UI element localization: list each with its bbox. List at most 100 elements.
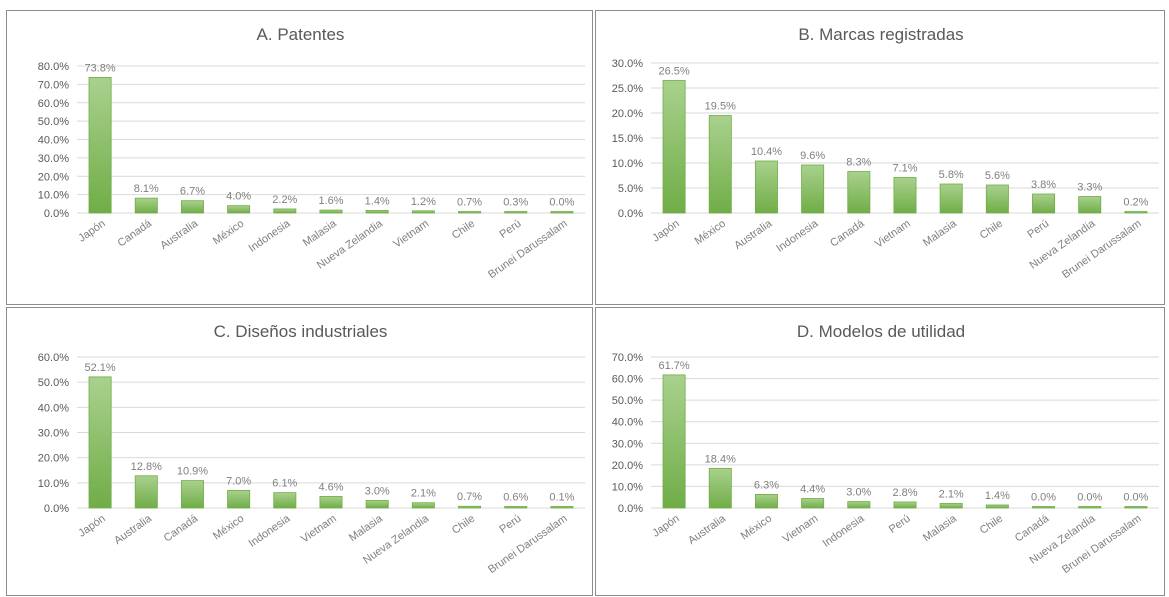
y-tick-label: 80.0% <box>38 61 69 73</box>
bar <box>227 489 251 509</box>
category-label: México <box>211 513 246 543</box>
category-label: Chile <box>978 513 1005 537</box>
bar <box>504 211 528 214</box>
chart-svg-patentes: A. Patentes 0.0% 10.0% 20.0% 30.0% 40.0% 50.0… <box>38 25 585 281</box>
category-label: Indonesia <box>774 217 821 255</box>
data-label: 6.1% <box>272 478 297 490</box>
bar <box>708 467 732 509</box>
bar <box>180 480 204 509</box>
category-label: México <box>739 513 774 543</box>
category-label: Malasia <box>347 512 386 544</box>
data-label: 0.7% <box>457 491 482 503</box>
y-tick-label: 20.0% <box>38 453 69 465</box>
y-tick-label: 10.0% <box>612 481 643 493</box>
category-label: Chile <box>978 218 1005 242</box>
bar <box>134 197 158 214</box>
data-label: 12.8% <box>131 461 162 473</box>
y-tick-label: 30.0% <box>38 153 69 165</box>
y-tick-label: 70.0% <box>612 352 643 364</box>
category-label: Chile <box>450 218 477 242</box>
data-label: 7.1% <box>892 163 917 175</box>
bar <box>1078 506 1102 509</box>
y-tick-label: 25.0% <box>612 83 643 95</box>
category-label: Vietnam <box>781 513 821 546</box>
category-label: Brunei Darussalam <box>486 513 570 576</box>
y-tick-label: 0.0% <box>44 208 69 220</box>
bar <box>847 171 871 214</box>
y-tick-label: 60.0% <box>38 352 69 364</box>
data-label: 3.8% <box>1031 179 1056 191</box>
chart-title: B. Marcas registradas <box>798 25 963 44</box>
chart-svg-disenos: C. Diseños industriales 0.0% 10.0% 20.0% 30… <box>38 322 585 576</box>
data-label: 6.7% <box>180 186 205 198</box>
category-label: Canadá <box>1013 512 1052 544</box>
category-label: Vietnam <box>873 218 913 251</box>
category-label: Vietnam <box>391 218 431 251</box>
bar <box>411 502 435 509</box>
data-label: 3.0% <box>365 485 390 497</box>
category-label: Indonesia <box>247 217 294 255</box>
data-label: 10.4% <box>751 146 782 158</box>
data-label: 0.0% <box>1123 492 1148 504</box>
category-label: Japón <box>76 513 107 540</box>
y-tick-label: 30.0% <box>612 438 643 450</box>
bar <box>411 210 435 214</box>
data-label: 0.0% <box>1031 492 1056 504</box>
y-tick-label: 30.0% <box>38 428 69 440</box>
data-label: 18.4% <box>705 453 736 465</box>
y-tick-label: 50.0% <box>38 377 69 389</box>
category-label: Malasia <box>301 217 340 249</box>
bar <box>985 184 1009 214</box>
data-label: 4.0% <box>226 191 251 203</box>
y-tick-label: 5.0% <box>618 183 643 195</box>
bar <box>893 501 917 509</box>
chart-panel-modelos: D. Modelos de utilidad 0.0% 10.0% 20.0% 30.… <box>595 307 1165 596</box>
category-label: Indonesia <box>821 512 868 550</box>
chart-svg-modelos: D. Modelos de utilidad 0.0% 10.0% 20.0% 30.… <box>612 322 1159 576</box>
bar <box>550 506 574 509</box>
y-tick-label: 50.0% <box>612 395 643 407</box>
bar <box>754 160 778 214</box>
data-label: 5.8% <box>939 169 964 181</box>
bar <box>939 503 963 509</box>
chart-title: D. Modelos de utilidad <box>797 322 965 341</box>
category-label: Canadá <box>828 217 867 249</box>
y-tick-label: 10.0% <box>38 190 69 202</box>
y-tick-label: 20.0% <box>612 108 643 120</box>
category-label: Australia <box>732 217 775 252</box>
category-label: Brunei Darussalam <box>486 218 570 281</box>
data-label: 0.0% <box>1077 492 1102 504</box>
bar <box>504 506 528 509</box>
category-label: Malasia <box>921 512 960 544</box>
category-label: Japón <box>650 218 681 245</box>
chart-svg-marcas: B. Marcas registradas 0.0% 5.0% 10.0% 15.0%… <box>612 25 1159 281</box>
data-label: 1.6% <box>318 195 343 207</box>
bar <box>985 504 1009 509</box>
data-label: 73.8% <box>84 62 115 74</box>
bar <box>319 209 343 214</box>
y-tick-label: 40.0% <box>38 135 69 147</box>
data-label: 0.1% <box>549 492 574 504</box>
category-label: Australia <box>158 217 201 252</box>
category-label: Perú <box>1025 218 1051 241</box>
data-label: 8.1% <box>134 183 159 195</box>
bar <box>134 475 158 509</box>
data-label: 52.1% <box>84 362 115 374</box>
bar <box>365 500 389 509</box>
data-label: 2.1% <box>939 488 964 500</box>
y-tick-label: 0.0% <box>44 503 69 515</box>
category-label: Perú <box>498 218 524 241</box>
category-label: Australia <box>686 512 729 547</box>
data-label: 1.4% <box>365 195 390 207</box>
category-label: Perú <box>887 513 913 536</box>
bar <box>754 494 778 509</box>
bar <box>1032 193 1056 214</box>
data-label: 3.0% <box>846 487 871 499</box>
bar <box>88 376 112 509</box>
bar <box>458 505 482 509</box>
data-label: 10.9% <box>177 466 208 478</box>
data-label: 2.8% <box>892 487 917 499</box>
data-label: 26.5% <box>658 66 689 78</box>
chart-panel-disenos: C. Diseños industriales 0.0% 10.0% 20.0% 30… <box>6 307 593 596</box>
category-label: Australia <box>112 512 155 547</box>
